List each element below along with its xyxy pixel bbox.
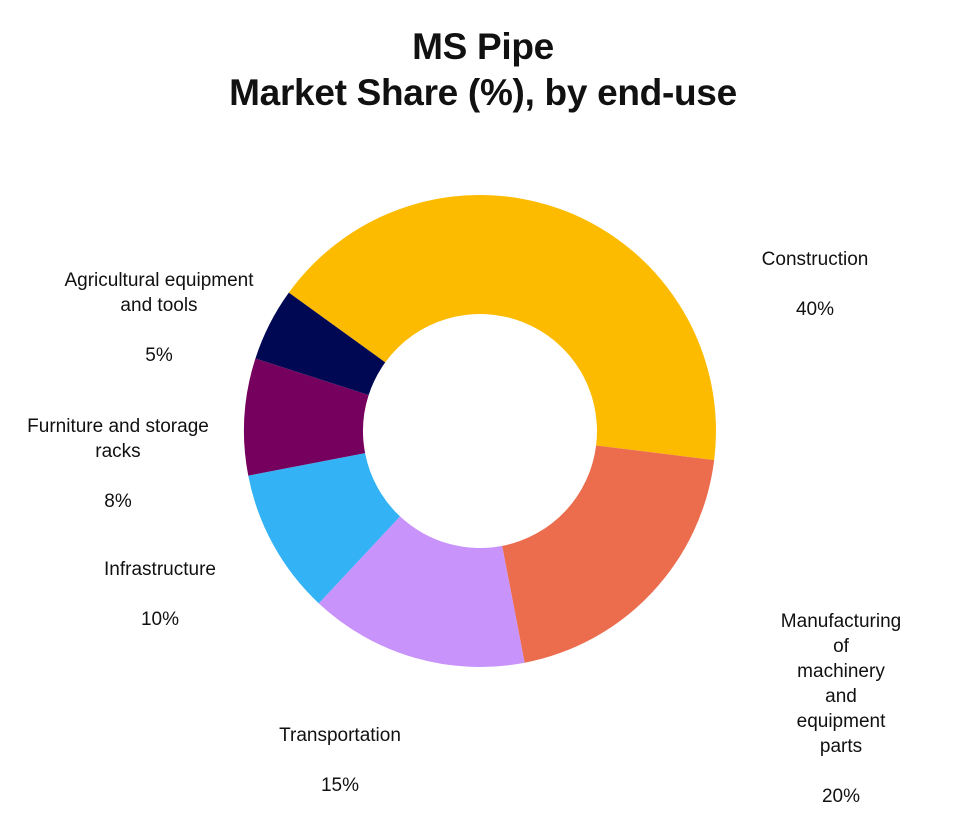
label-infrastructure: Infrastructure 10%: [104, 532, 216, 657]
label-manufacturing-value: 20%: [821, 786, 861, 807]
slice-agricultural: [255, 292, 386, 396]
donut-chart: [243, 195, 716, 668]
donut-slices: [243, 195, 716, 668]
label-construction: Construction 40%: [762, 222, 869, 347]
label-transportation-name: Transportation: [279, 725, 401, 746]
chart-title-line-2: Market Share (%), by end-use: [229, 72, 737, 113]
chart-title-line-1: MS Pipe: [412, 26, 554, 67]
label-transportation-value: 15%: [320, 775, 360, 796]
label-construction-name: Construction: [761, 249, 869, 270]
label-agricultural-name: Agricultural equipment and tools: [64, 270, 254, 316]
slice-manufacturing: [502, 445, 715, 663]
label-manufacturing: Manufacturing of machinery and equipment…: [781, 584, 901, 834]
label-furniture-value: 8%: [104, 491, 132, 512]
slice-construction: [288, 195, 716, 461]
label-agricultural-value: 5%: [145, 345, 173, 366]
slice-furniture: [243, 358, 369, 476]
label-construction-value: 40%: [795, 299, 835, 320]
slice-transportation: [318, 516, 525, 668]
label-manufacturing-name: Manufacturing of machinery and equipment…: [780, 611, 902, 757]
slice-infrastructure: [248, 453, 401, 604]
label-infrastructure-value: 10%: [140, 609, 180, 630]
label-infrastructure-name: Infrastructure: [104, 559, 216, 580]
label-agricultural: Agricultural equipment and tools 5%: [64, 243, 253, 393]
label-transportation: Transportation 15%: [279, 698, 401, 823]
label-furniture: Furniture and storage racks 8%: [27, 389, 209, 539]
label-furniture-name: Furniture and storage racks: [27, 416, 209, 462]
chart-title: MS Pipe Market Share (%), by end-use: [0, 24, 959, 116]
